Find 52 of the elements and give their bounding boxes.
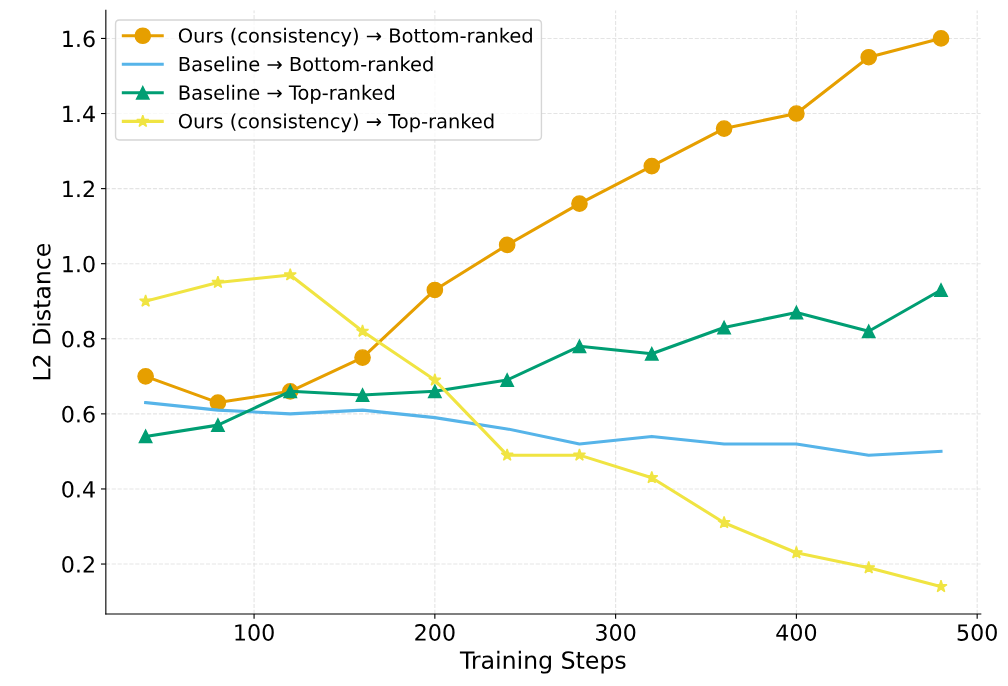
point [861,324,876,339]
point [498,236,516,254]
point [500,373,515,388]
legend-label: Baseline → Bottom-ranked [179,56,433,72]
legend-label: Ours (consistency) → Bottom-ranked [178,27,532,47]
x-tick-label: 300 [596,624,636,641]
point [643,157,661,175]
point [789,545,804,559]
point [644,346,659,361]
point [210,418,225,433]
point [572,448,587,461]
point [426,281,444,299]
y-tick-label: 0.4 [62,480,95,498]
point [354,349,371,366]
x-tick-label: 400 [776,624,817,641]
point [645,470,659,484]
point [428,373,442,386]
point [355,324,370,338]
point [932,30,950,47]
legend-label: Baseline → Top-ranked [179,84,395,104]
point [500,448,514,461]
point [138,294,153,307]
point [860,48,878,66]
point [862,560,876,574]
point [715,120,733,137]
point [934,283,948,297]
x-tick-label: 200 [415,624,455,641]
y-tick-label: 1.6 [63,30,95,48]
point [717,320,732,335]
point [137,367,154,385]
point [717,515,731,529]
point [138,429,153,444]
y-tick-label: 0.2 [62,555,94,573]
point [572,339,587,354]
y-axis-title: L2 Distance [32,243,51,380]
point [571,195,588,212]
point [934,579,948,593]
x-axis-title: Training Steps [459,650,626,674]
x-tick-label: 500 [957,624,997,641]
y-tick-label: 0.8 [62,330,95,348]
y-tick-label: 1.0 [63,255,95,273]
point [789,305,804,320]
point [283,268,297,281]
y-tick-label: 1.4 [63,105,95,122]
point [788,105,805,122]
x-tick-label: 100 [235,624,274,641]
y-tick-label: 0.6 [62,405,95,423]
y-tick-label: 1.2 [63,180,94,198]
point [211,275,225,289]
point [427,384,442,399]
legend-label: Ours (consistency) → Top-ranked [178,113,494,133]
point [355,388,370,403]
